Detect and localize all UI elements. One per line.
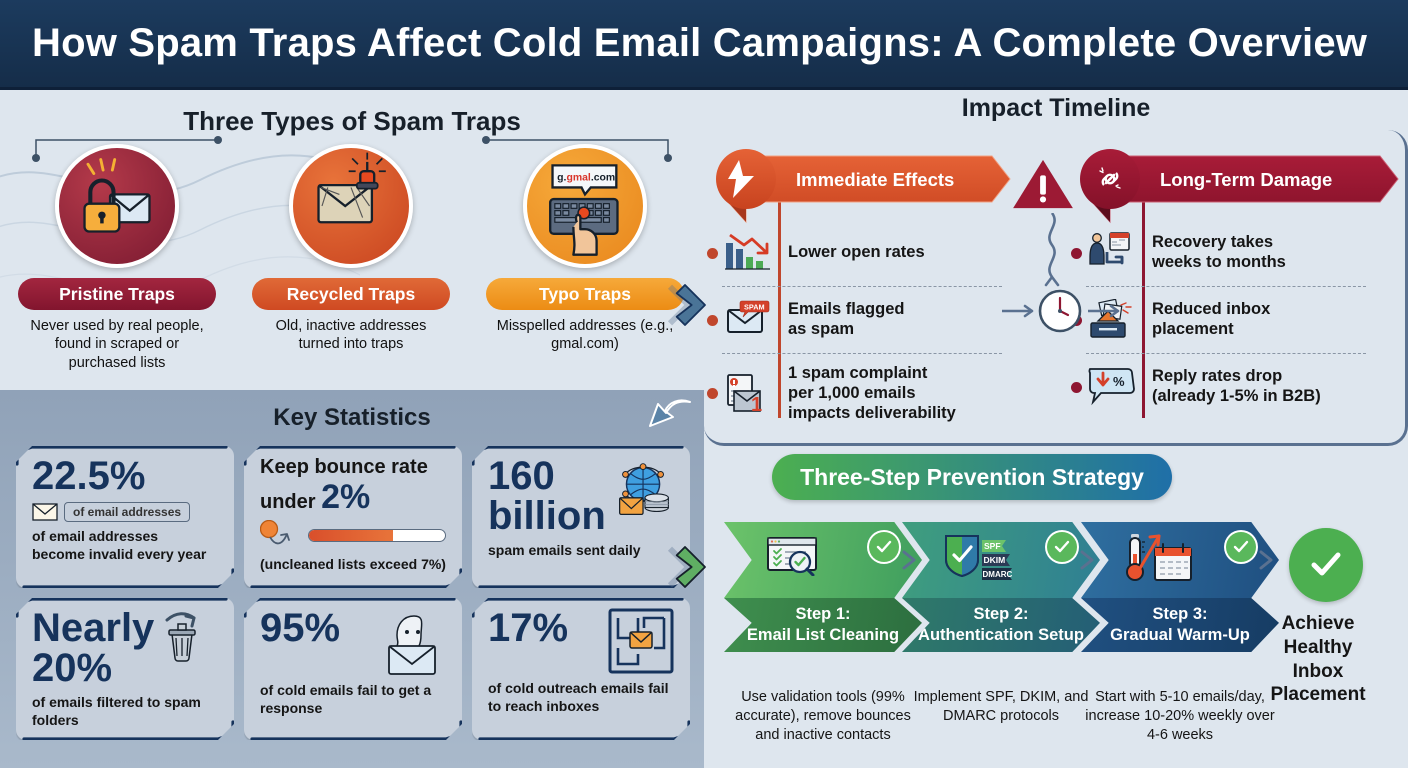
svg-text:SPAM: SPAM — [744, 303, 765, 312]
svg-text:g.gmal.com: g.gmal.com — [557, 172, 615, 183]
svg-text:DKIM: DKIM — [984, 555, 1006, 565]
svg-text:SPF: SPF — [984, 541, 1001, 551]
svg-text:%: % — [1113, 374, 1125, 389]
svg-text:DMARC: DMARC — [983, 570, 1013, 579]
svg-text:1: 1 — [751, 394, 762, 415]
